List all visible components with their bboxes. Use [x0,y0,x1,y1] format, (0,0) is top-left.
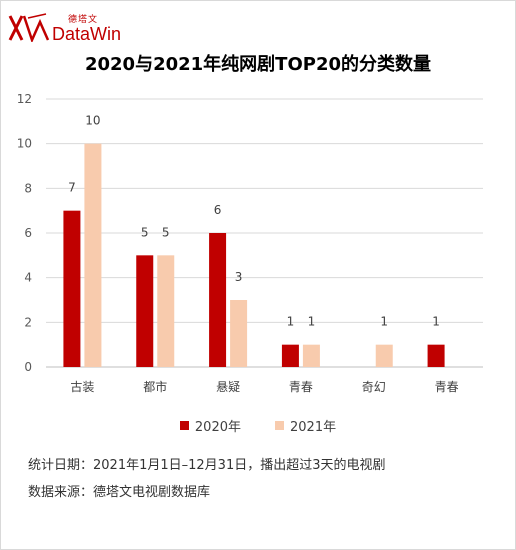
y-tick-label: 0 [24,360,32,374]
logo-cn-text: 德塔文 [68,15,99,25]
data-label: 10 [85,114,100,128]
y-tick-label: 4 [24,271,32,285]
y-tick-label: 10 [17,137,32,151]
bar [157,255,175,367]
chart-title: 2020与2021年纯网剧TOP20的分类数量 [84,54,431,75]
data-label: 5 [141,225,149,239]
x-tick-label: 奇幻 [362,380,386,394]
data-label: 1 [308,315,316,329]
y-tick-label: 8 [24,181,32,195]
datawin-logo-mark-icon [8,13,50,42]
legend-label: 2021年 [290,420,337,435]
x-tick-label: 都市 [143,379,167,394]
bar [375,344,393,367]
bar [302,344,320,367]
data-label: 1 [432,315,440,329]
legend-label: 2020年 [194,420,241,435]
x-tick-label: 悬疑 [216,379,240,394]
x-tick-label: 青春 [289,380,313,394]
y-tick-label: 2 [24,315,32,329]
x-tick-label: 青春 [435,380,459,394]
bar [209,233,227,367]
legend-swatch [275,421,284,430]
period-note: 统计日期：2021年1月1日–12月31日，播出超过3天的电视剧 [28,458,386,473]
logo-en-text: DataWin [52,24,122,44]
data-label: 5 [162,225,170,239]
data-label: 1 [287,315,295,329]
legend-item: 2020年 [179,416,241,435]
y-tick-label: 12 [17,92,32,106]
legend-swatch [179,421,189,430]
data-label: 7 [68,181,76,195]
data-label: 1 [380,315,388,329]
x-tick-label: 古装 [70,379,94,394]
bar [63,210,81,367]
source-note: 数据来源：德塔文电视剧数据库 [28,485,211,500]
footnotes: 统计日期：2021年1月1日–12月31日，播出超过3天的电视剧 数据来源：德塔… [28,452,385,506]
bar [230,300,248,367]
bar [136,255,154,367]
bar [427,344,445,367]
chart-legend: 2020年 2021年 [0,416,516,435]
legend-item: 2021年 [275,416,336,435]
data-label: 3 [235,270,243,284]
data-label: 6 [214,203,222,217]
y-tick-label: 6 [24,226,32,240]
bar [281,344,299,367]
datawin-logo: 德塔文 DataWin [8,10,128,46]
bar [84,143,102,367]
